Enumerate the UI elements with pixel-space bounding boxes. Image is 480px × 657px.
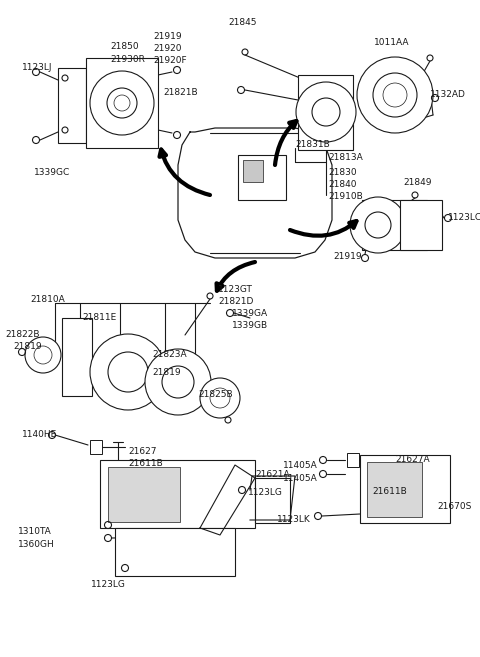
Text: 1310TA: 1310TA: [18, 527, 52, 536]
Text: 1123GT: 1123GT: [218, 285, 253, 294]
Text: 21920F: 21920F: [153, 56, 187, 65]
Circle shape: [108, 352, 148, 392]
Text: 1123LC: 1123LC: [448, 213, 480, 222]
Text: 1339GC: 1339GC: [34, 168, 70, 177]
Text: 21840: 21840: [328, 180, 357, 189]
Text: 1123LG: 1123LG: [248, 488, 283, 497]
Text: 1123LG: 1123LG: [91, 580, 125, 589]
Circle shape: [114, 95, 130, 111]
Circle shape: [90, 334, 166, 410]
FancyBboxPatch shape: [100, 460, 255, 528]
Text: 21811E: 21811E: [82, 313, 116, 322]
Circle shape: [210, 388, 230, 408]
FancyBboxPatch shape: [347, 453, 359, 467]
Circle shape: [383, 83, 407, 107]
Text: 21919: 21919: [334, 252, 362, 261]
Text: 21831B: 21831B: [295, 140, 330, 149]
Text: 21823A: 21823A: [152, 350, 187, 359]
Text: 21810A: 21810A: [30, 295, 65, 304]
Text: 21670S: 21670S: [437, 502, 471, 511]
Text: 21821B: 21821B: [163, 88, 198, 97]
FancyBboxPatch shape: [367, 462, 422, 517]
FancyBboxPatch shape: [108, 467, 180, 522]
Text: 11405A: 11405A: [283, 461, 318, 470]
Text: 1360GH: 1360GH: [18, 540, 55, 549]
Text: 21845: 21845: [229, 18, 257, 27]
Text: 21611B: 21611B: [128, 459, 163, 468]
Circle shape: [365, 212, 391, 238]
Text: 21621A: 21621A: [255, 470, 289, 479]
Circle shape: [350, 197, 406, 253]
Text: 21611B: 21611B: [372, 487, 407, 496]
Circle shape: [90, 71, 154, 135]
Text: 21850: 21850: [110, 42, 139, 51]
Circle shape: [312, 98, 340, 126]
Text: 21627A: 21627A: [395, 455, 430, 464]
FancyBboxPatch shape: [360, 455, 450, 523]
Text: 1339GA: 1339GA: [232, 309, 268, 318]
Circle shape: [200, 378, 240, 418]
Circle shape: [25, 337, 61, 373]
Circle shape: [357, 57, 433, 133]
Circle shape: [107, 88, 137, 118]
FancyBboxPatch shape: [62, 318, 92, 396]
Circle shape: [34, 346, 52, 364]
Text: 21930R: 21930R: [110, 55, 145, 64]
FancyBboxPatch shape: [243, 160, 263, 182]
Text: 21822B: 21822B: [5, 330, 39, 339]
Text: 1132AD: 1132AD: [430, 90, 466, 99]
Text: 21830: 21830: [328, 168, 357, 177]
Polygon shape: [178, 128, 332, 258]
FancyBboxPatch shape: [362, 200, 427, 250]
Text: 1123LK: 1123LK: [277, 515, 311, 524]
Text: 21627: 21627: [128, 447, 156, 456]
Circle shape: [162, 366, 194, 398]
FancyBboxPatch shape: [238, 155, 286, 200]
FancyBboxPatch shape: [90, 440, 102, 454]
FancyBboxPatch shape: [298, 75, 353, 150]
FancyBboxPatch shape: [58, 68, 86, 143]
Text: 21919: 21919: [153, 32, 181, 41]
Text: 21825B: 21825B: [198, 390, 233, 399]
Text: 1339GB: 1339GB: [232, 321, 268, 330]
Text: 1140HE: 1140HE: [22, 430, 57, 439]
FancyBboxPatch shape: [86, 58, 158, 148]
Text: 21819: 21819: [13, 342, 42, 351]
Polygon shape: [250, 476, 295, 520]
Text: 21920: 21920: [153, 44, 181, 53]
Circle shape: [145, 349, 211, 415]
Text: 21813A: 21813A: [328, 153, 363, 162]
Text: 21819: 21819: [152, 368, 180, 377]
FancyBboxPatch shape: [400, 200, 442, 250]
FancyBboxPatch shape: [255, 478, 290, 523]
Text: 21849: 21849: [403, 178, 432, 187]
Text: 11405A: 11405A: [283, 474, 318, 483]
Polygon shape: [200, 465, 255, 535]
Circle shape: [373, 73, 417, 117]
Text: 1123LJ: 1123LJ: [22, 63, 52, 72]
Text: 21821D: 21821D: [218, 297, 253, 306]
Text: 21910B: 21910B: [328, 192, 363, 201]
Circle shape: [296, 82, 356, 142]
FancyBboxPatch shape: [115, 528, 235, 576]
Text: 1011AA: 1011AA: [374, 38, 409, 47]
